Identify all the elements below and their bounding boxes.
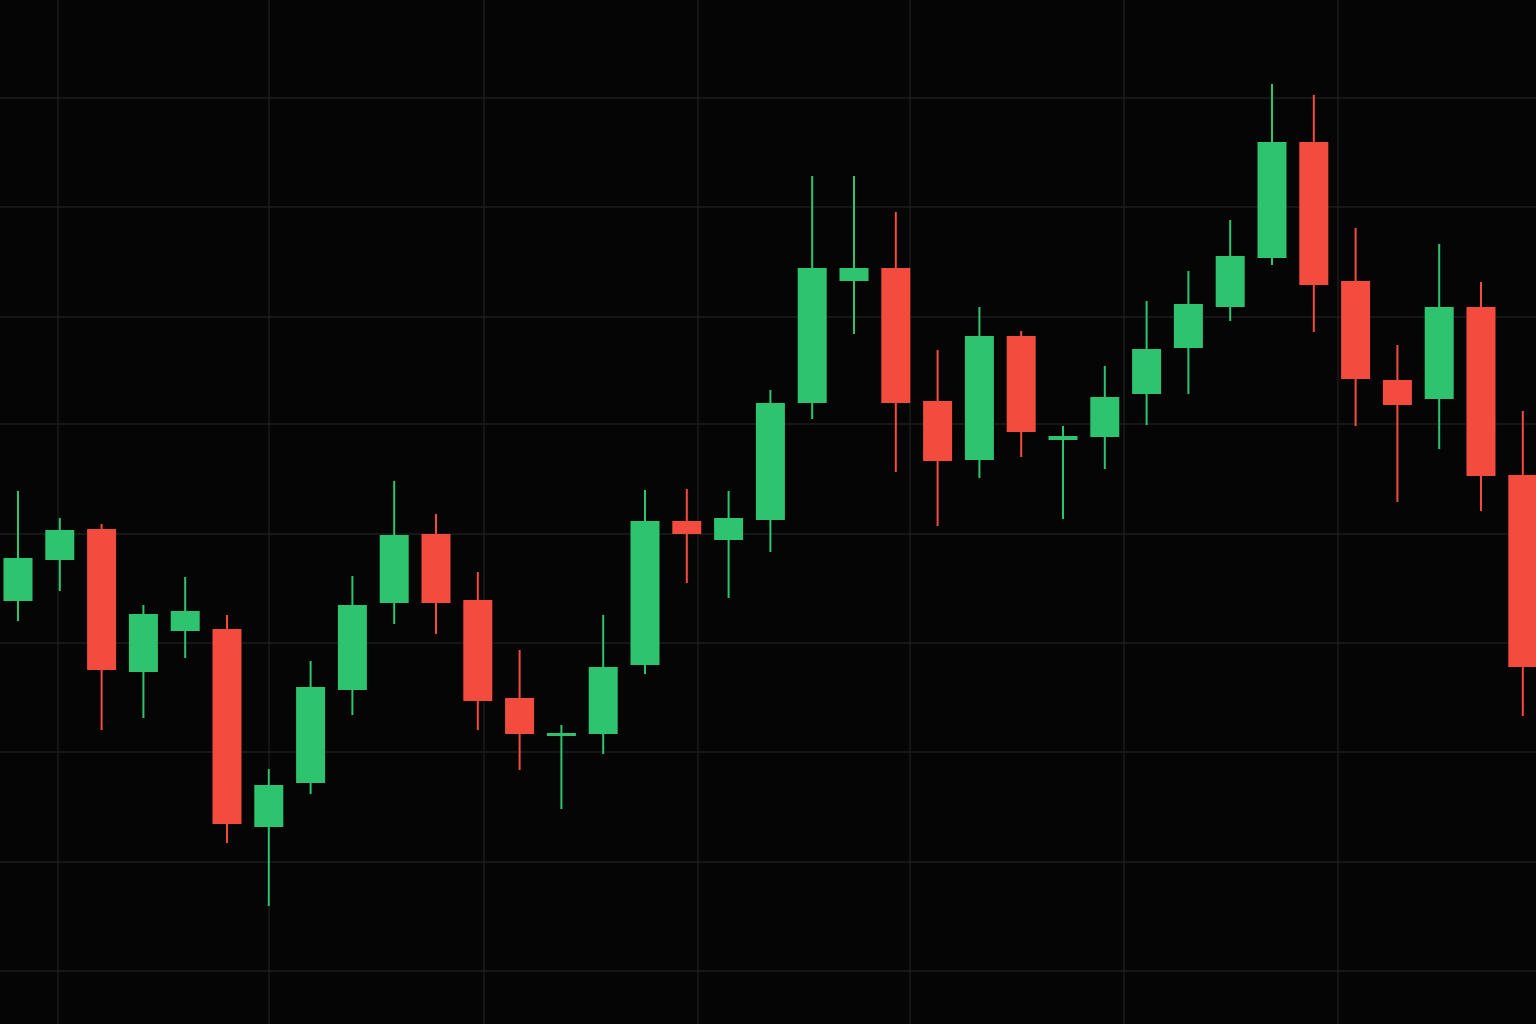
candle-body-up — [128, 614, 158, 672]
candle — [1215, 220, 1245, 321]
candle-body-up — [839, 268, 869, 281]
candle-body-up — [755, 403, 785, 520]
candle — [546, 725, 576, 809]
candle — [588, 615, 618, 754]
candle-body-up — [3, 558, 33, 601]
candle-body-up — [337, 605, 367, 690]
candle-body-up — [714, 518, 744, 540]
candle — [755, 390, 785, 552]
candle — [1466, 282, 1496, 511]
candle-body-up — [1424, 307, 1454, 399]
candle-body-down — [923, 401, 953, 461]
candle — [45, 518, 75, 591]
candle — [212, 615, 242, 843]
candle — [1257, 84, 1287, 265]
candle — [421, 514, 451, 634]
candle-body-up — [1048, 436, 1078, 440]
candle — [839, 176, 869, 334]
candle-body-down — [881, 268, 911, 403]
candle — [797, 176, 827, 419]
candle-body-down — [212, 629, 242, 824]
candle-body-up — [797, 268, 827, 403]
candle-body-down — [1299, 142, 1329, 285]
candle — [254, 769, 284, 906]
candle — [672, 489, 702, 583]
candle-body-up — [254, 785, 284, 827]
candle-body-down — [1382, 380, 1412, 405]
candle — [923, 350, 953, 526]
candle — [337, 576, 367, 715]
candle — [3, 491, 33, 621]
candle — [1424, 244, 1454, 449]
candle — [1090, 366, 1120, 469]
candle-body-up — [1257, 142, 1287, 258]
candle — [296, 661, 326, 794]
candle-body-up — [546, 733, 576, 736]
candle — [170, 577, 200, 658]
candle-body-up — [588, 667, 618, 734]
candle — [1006, 331, 1036, 457]
candle-body-up — [170, 611, 200, 631]
candle-body-down — [463, 600, 493, 701]
candle-body-down — [1508, 475, 1536, 667]
candle-body-up — [1132, 349, 1162, 394]
candle — [1341, 228, 1371, 426]
candle-body-down — [1006, 336, 1036, 432]
candle-body-up — [1090, 397, 1120, 437]
candle — [1299, 95, 1329, 332]
candle — [1382, 345, 1412, 502]
candle — [463, 572, 493, 730]
candle-body-up — [379, 535, 409, 603]
candle — [1132, 301, 1162, 425]
candle-body-down — [672, 521, 702, 534]
candle — [128, 605, 158, 718]
candle-body-up — [964, 336, 994, 460]
candle — [87, 524, 117, 730]
candle — [964, 307, 994, 478]
candle — [881, 212, 911, 472]
candle — [379, 481, 409, 624]
candle-body-down — [87, 529, 117, 670]
candle-body-up — [1173, 304, 1203, 348]
candle-body-down — [1466, 307, 1496, 476]
candle — [714, 491, 744, 598]
candle-body-up — [296, 687, 326, 783]
candle — [1048, 426, 1078, 519]
candle-body-up — [1215, 256, 1245, 307]
candle — [630, 490, 660, 674]
candles — [3, 84, 1536, 906]
candle — [1508, 411, 1536, 716]
candle — [1173, 271, 1203, 394]
candle-body-up — [630, 521, 660, 665]
candle — [505, 650, 535, 770]
candle-body-up — [45, 530, 75, 560]
candle-body-down — [421, 534, 451, 603]
candle-body-down — [505, 698, 535, 734]
candle-body-down — [1341, 281, 1371, 379]
